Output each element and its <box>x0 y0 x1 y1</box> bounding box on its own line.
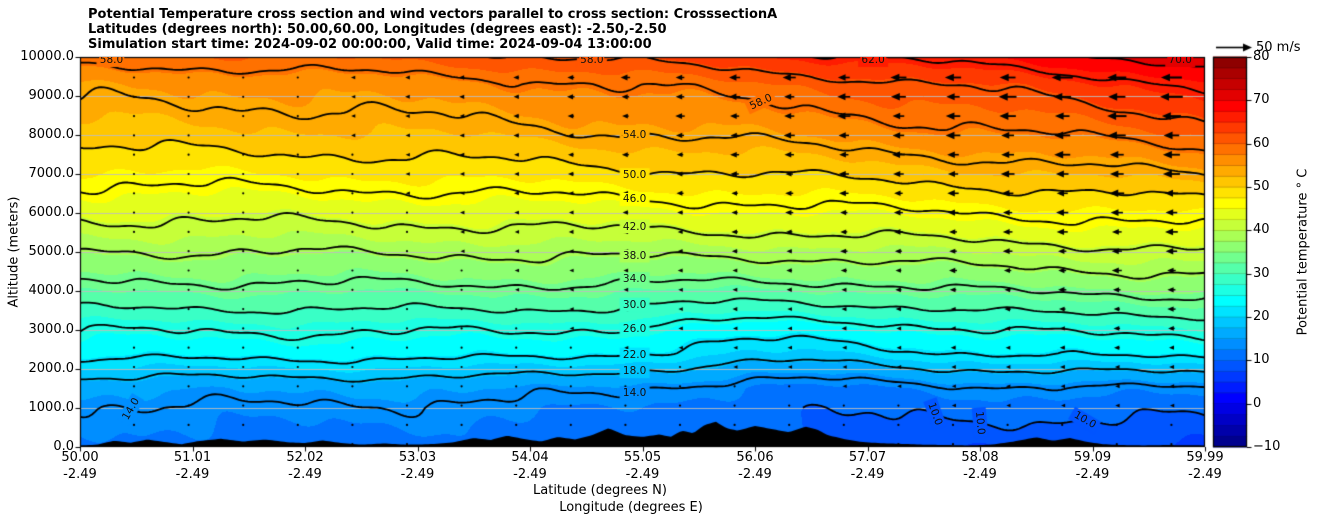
y-tick-label: 0.0 <box>53 439 74 454</box>
x-tick-label-latitude: 59.99 <box>1186 450 1224 465</box>
x-tick-label-latitude: 52.02 <box>286 450 324 465</box>
x-tick-label-longitude: -2.49 <box>738 467 772 482</box>
contour-line-label: 70.0 <box>1167 57 1193 66</box>
x-tick-label-latitude: 57.07 <box>848 450 887 465</box>
contour-line-label: 10.0 <box>925 399 945 428</box>
x-axis-label-longitude: Longitude (degrees E) <box>559 500 703 515</box>
y-tick-label: 6000.0 <box>28 205 75 220</box>
colorbar-tick-label: −10 <box>1253 439 1281 454</box>
x-tick-label-longitude: -2.49 <box>1188 467 1222 482</box>
colorbar-tick-label: 20 <box>1253 309 1270 324</box>
x-tick-label-longitude: -2.49 <box>625 467 660 482</box>
contour-line-label: 62.0 <box>860 57 886 66</box>
x-tick-label-longitude: -2.49 <box>850 467 885 482</box>
x-tick-label-longitude: -2.49 <box>288 467 322 482</box>
plot-title-line3: Simulation start time: 2024-09-02 00:00:… <box>88 37 652 52</box>
colorbar-tick-label: 60 <box>1253 135 1270 151</box>
x-tick-label-latitude: 53.03 <box>398 450 437 465</box>
contour-line-label: 14.0 <box>621 387 648 400</box>
contour-line-label: 10.0 <box>1070 408 1099 432</box>
contour-line-label: 46.0 <box>621 193 648 206</box>
x-tick-label-latitude: 59.09 <box>1073 450 1112 465</box>
contour-line-label: 58.0 <box>746 90 775 113</box>
contour-line-label: 18.0 <box>621 365 648 378</box>
y-tick-label: 2000.0 <box>28 361 75 376</box>
y-tick-label: 9000.0 <box>28 88 75 103</box>
colorbar-tick-label: 50 <box>1253 179 1270 194</box>
contour-line-label: 14.0 <box>119 395 143 424</box>
colorbar-tick-label: 80 <box>1253 49 1270 64</box>
x-tick-label-latitude: 58.08 <box>961 450 999 465</box>
plot-title-line2: Latitudes (degrees north): 50.00,60.00, … <box>88 22 667 37</box>
contour-line-label: 58.0 <box>98 57 125 66</box>
contour-line-label: 34.0 <box>621 273 648 286</box>
x-tick-label-latitude: 51.01 <box>173 450 212 465</box>
x-tick-label-latitude: 56.06 <box>736 450 774 465</box>
contour-line-label: 26.0 <box>621 323 648 336</box>
colorbar-tick-label: 40 <box>1253 222 1270 238</box>
y-tick-label: 3000.0 <box>28 322 75 337</box>
y-tick-label: 5000.0 <box>28 244 75 259</box>
quiver-key-label: 50 m/s <box>1256 40 1301 55</box>
contour-line-label: 22.0 <box>621 348 648 361</box>
x-tick-label-longitude: -2.49 <box>513 467 547 482</box>
contour-line-label: 30.0 <box>621 298 648 311</box>
x-tick-label-longitude: -2.49 <box>1075 467 1110 482</box>
contour-line-label: 50.0 <box>621 169 648 182</box>
x-tick-label-latitude: 55.05 <box>623 450 662 465</box>
y-tick-label: 7000.0 <box>28 166 75 181</box>
x-tick-label-longitude: -2.49 <box>175 467 210 482</box>
x-axis-label-latitude: Latitude (degrees N) <box>533 483 667 498</box>
colorbar-tick-label: 0 <box>1253 395 1262 411</box>
y-tick-label: 1000.0 <box>28 400 75 415</box>
colorbar-tick-label: 30 <box>1253 265 1270 281</box>
contour-line-label: 58.0 <box>579 57 605 66</box>
x-tick-label-longitude: -2.49 <box>963 467 997 482</box>
plot-title-line1: Potential Temperature cross section and … <box>88 7 778 22</box>
x-tick-label-latitude: 54.04 <box>511 450 549 465</box>
x-tick-label-longitude: -2.49 <box>63 467 97 482</box>
contour-line-label: 10.0 <box>972 409 988 436</box>
y-tick-label: 8000.0 <box>28 127 75 142</box>
x-tick-label-latitude: 50.00 <box>61 450 99 465</box>
contour-line-label: 42.0 <box>621 220 648 233</box>
colorbar-label: Potential temperature ° C <box>1295 168 1311 336</box>
colorbar-tick-label: 70 <box>1253 92 1270 108</box>
y-tick-label: 10000.0 <box>20 49 74 64</box>
colorbar-tick-label: 10 <box>1253 352 1270 368</box>
x-tick-label-longitude: -2.49 <box>400 467 435 482</box>
y-tick-label: 4000.0 <box>28 283 75 298</box>
contour-line-label: 38.0 <box>621 249 648 262</box>
contour-line-label: 54.0 <box>621 129 648 142</box>
contour-labels: 58.0 58.0 58.0 62.0 70.0 54.0 50.0 46.0 42.0 38.0… <box>80 57 1205 447</box>
